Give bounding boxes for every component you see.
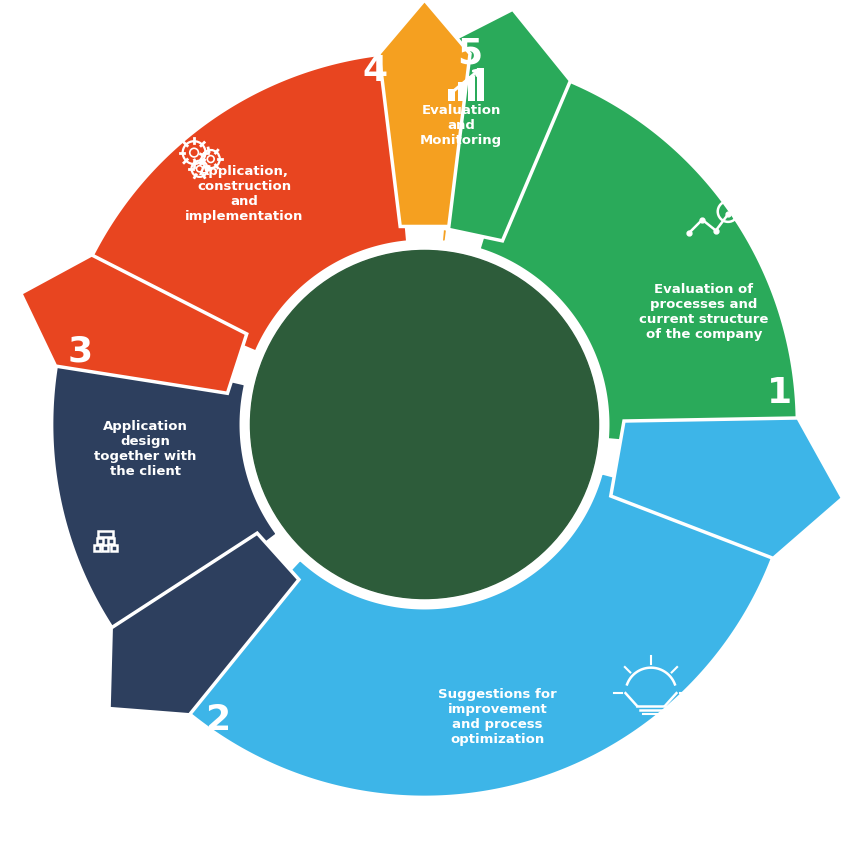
Text: 2: 2 (205, 703, 230, 737)
Text: 1: 1 (767, 376, 792, 410)
Polygon shape (441, 53, 470, 244)
Bar (468, 76, 475, 101)
Polygon shape (81, 53, 408, 353)
Polygon shape (379, 0, 470, 227)
Text: Application
design
together with
the client: Application design together with the cli… (94, 420, 197, 478)
Polygon shape (170, 472, 785, 798)
Bar (458, 82, 465, 101)
Polygon shape (610, 418, 842, 559)
Bar (103, 545, 109, 551)
Polygon shape (109, 533, 299, 715)
Bar (108, 537, 114, 543)
Polygon shape (478, 67, 798, 457)
Bar (477, 68, 485, 101)
Polygon shape (51, 340, 278, 649)
Bar (98, 531, 113, 537)
Text: 5: 5 (458, 37, 482, 70)
Polygon shape (428, 9, 571, 241)
Text: 3: 3 (67, 335, 93, 368)
Text: Suggestions for
improvement
and process
optimization: Suggestions for improvement and process … (438, 688, 557, 746)
Bar (97, 537, 103, 543)
Text: Evaluation of
processes and
current structure
of the company: Evaluation of processes and current stru… (639, 283, 768, 340)
Text: Application,
construction
and
implementation: Application, construction and implementa… (185, 165, 303, 222)
Text: Evaluation
and
Monitoring: Evaluation and Monitoring (420, 104, 503, 147)
Bar (448, 89, 455, 101)
Bar (93, 545, 99, 551)
Circle shape (250, 250, 599, 599)
Polygon shape (20, 255, 247, 393)
Bar (111, 545, 117, 551)
Text: 4: 4 (363, 54, 387, 88)
